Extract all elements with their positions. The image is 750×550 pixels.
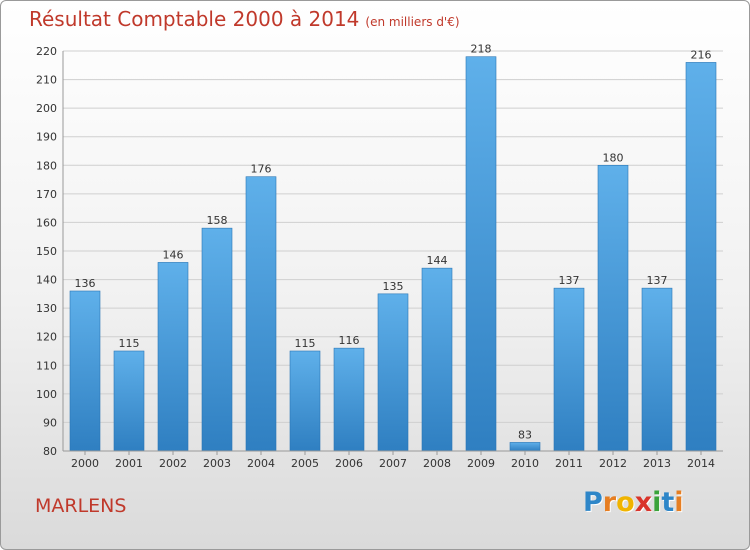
bar bbox=[509, 442, 541, 452]
x-tick-label: 2000 bbox=[71, 457, 99, 470]
y-tick-label: 100 bbox=[36, 388, 57, 401]
x-tick-label: 2006 bbox=[335, 457, 363, 470]
x-tick-label: 2014 bbox=[687, 457, 715, 470]
bar bbox=[289, 350, 321, 452]
data-label: 180 bbox=[603, 151, 624, 164]
x-tick-label: 2008 bbox=[423, 457, 451, 470]
y-tick-label: 160 bbox=[36, 216, 57, 229]
x-tick-label: 2002 bbox=[159, 457, 187, 470]
bar bbox=[157, 262, 189, 452]
bar bbox=[685, 62, 717, 452]
bar bbox=[421, 267, 453, 452]
bar bbox=[113, 350, 145, 452]
chart-title-line: Résultat Comptable 2000 à 2014 (en millie… bbox=[29, 7, 460, 31]
data-label: 146 bbox=[163, 248, 184, 261]
data-label: 136 bbox=[75, 277, 96, 290]
bar bbox=[641, 287, 673, 452]
bar bbox=[245, 176, 277, 452]
logo-letter: o bbox=[616, 487, 635, 518]
data-label: 137 bbox=[559, 274, 580, 287]
x-tick-label: 2011 bbox=[555, 457, 583, 470]
x-tick-label: 2010 bbox=[511, 457, 539, 470]
data-label: 135 bbox=[383, 280, 404, 293]
data-label: 83 bbox=[518, 428, 532, 441]
proxiti-logo: Proxiti bbox=[583, 487, 684, 518]
y-tick-label: 130 bbox=[36, 302, 57, 315]
logo-letter: r bbox=[602, 487, 617, 518]
y-tick-label: 140 bbox=[36, 274, 57, 287]
bar bbox=[333, 347, 365, 452]
logo-letter: i bbox=[652, 487, 662, 518]
y-tick-label: 180 bbox=[36, 159, 57, 172]
logo-letter: t bbox=[661, 487, 675, 518]
data-label: 216 bbox=[691, 48, 712, 61]
logo-letter: P bbox=[583, 487, 603, 518]
data-label: 144 bbox=[427, 254, 448, 267]
y-tick-label: 170 bbox=[36, 188, 57, 201]
x-tick-label: 2001 bbox=[115, 457, 143, 470]
y-tick-label: 120 bbox=[36, 331, 57, 344]
y-tick-label: 200 bbox=[36, 102, 57, 115]
x-tick-label: 2004 bbox=[247, 457, 275, 470]
y-tick-label: 190 bbox=[36, 131, 57, 144]
bar bbox=[69, 290, 101, 452]
x-tick-label: 2009 bbox=[467, 457, 495, 470]
bar bbox=[201, 227, 233, 452]
bar bbox=[553, 287, 585, 452]
x-tick-label: 2012 bbox=[599, 457, 627, 470]
data-label: 137 bbox=[647, 274, 668, 287]
data-label: 158 bbox=[207, 214, 228, 227]
x-tick-label: 2007 bbox=[379, 457, 407, 470]
y-tick-label: 90 bbox=[43, 416, 57, 429]
bar-layer bbox=[69, 56, 717, 452]
x-tick-label: 2003 bbox=[203, 457, 231, 470]
y-tick-label: 220 bbox=[36, 45, 57, 58]
data-label: 218 bbox=[471, 43, 492, 56]
bar bbox=[377, 293, 409, 452]
axis-layer: 80 90 100 110 120 130 140 150 160 170 180 190 200 210… bbox=[36, 43, 723, 470]
logo-letter: i bbox=[674, 487, 684, 518]
y-tick-label: 150 bbox=[36, 245, 57, 258]
city-name: MARLENS bbox=[35, 495, 127, 517]
data-label: 116 bbox=[339, 334, 360, 347]
y-tick-label: 210 bbox=[36, 74, 57, 87]
data-label: 115 bbox=[295, 337, 316, 350]
bar bbox=[465, 56, 497, 452]
data-label: 115 bbox=[119, 337, 140, 350]
x-tick-label: 2013 bbox=[643, 457, 671, 470]
bar bbox=[597, 164, 629, 452]
y-tick-label: 80 bbox=[43, 445, 57, 458]
data-label: 176 bbox=[251, 163, 272, 176]
y-tick-label: 110 bbox=[36, 359, 57, 372]
chart-title: Résultat Comptable 2000 à 2014 bbox=[29, 7, 360, 31]
x-tick-label: 2005 bbox=[291, 457, 319, 470]
logo-letter: x bbox=[634, 487, 653, 518]
chart-subtitle: (en milliers d'€) bbox=[365, 15, 460, 29]
